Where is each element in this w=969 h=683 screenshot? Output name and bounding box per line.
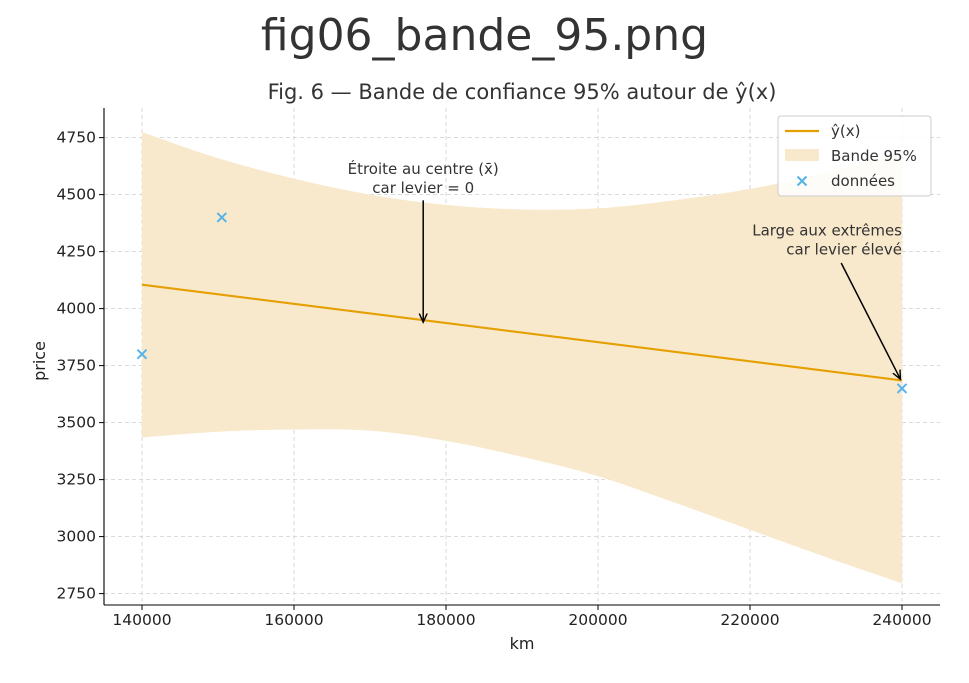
y-tick-label: 4500 [57, 186, 96, 204]
data-point [216, 212, 228, 223]
x-tick-label: 200000 [568, 611, 627, 629]
page-title: fig06_bande_95.png [260, 10, 709, 61]
legend-band-swatch [785, 149, 819, 161]
data-point-stroke [136, 349, 148, 360]
axes: 140000 160000 180000 200000 220000 240000 2750… [57, 108, 940, 629]
x-axis-label: km [510, 634, 535, 653]
legend-label: données [831, 172, 895, 190]
data-point [896, 383, 908, 394]
annotations: Étroite au centre (x̄)car levier = 0 Larg… [348, 159, 902, 379]
annotation-text: car levier élevé [786, 241, 902, 259]
x-tick-label: 220000 [720, 611, 779, 629]
regression-line [141, 283, 903, 382]
y-tick-label: 3000 [57, 528, 96, 546]
x-tick-label: 160000 [264, 611, 323, 629]
legend-label: ŷ(x) [831, 122, 860, 140]
legend-box [777, 115, 932, 197]
confidence-band [142, 131, 902, 584]
data-point [136, 349, 148, 360]
y-tick-label: 4000 [57, 300, 96, 318]
data-points-layer [136, 212, 908, 394]
y-tick-label: 3250 [57, 471, 96, 489]
y-tick-label: 4750 [57, 129, 96, 147]
x-tick-label: 240000 [872, 611, 931, 629]
confidence-band-layer [142, 131, 902, 584]
legend-marker-swatch [796, 175, 808, 187]
regression-line-layer [141, 283, 903, 382]
x-tick-label: 180000 [416, 611, 475, 629]
x-tick-label: 140000 [112, 611, 171, 629]
y-tick-label: 3500 [57, 414, 96, 432]
chart-title: Fig. 6 — Bande de confiance 95% autour d… [268, 80, 777, 104]
y-tick-label: 4250 [57, 243, 96, 261]
legend: ŷ(x) Bande 95% données [777, 115, 932, 197]
annotation-text: Large aux extrêmes [752, 222, 902, 240]
annotation-arrow [840, 262, 900, 379]
y-axis-label: price [30, 341, 49, 381]
y-tick-label: 3750 [57, 357, 96, 375]
annotation-text: Étroite au centre (x̄) [348, 159, 499, 178]
annotation-text: car levier = 0 [372, 179, 474, 197]
y-tick-label: 2750 [57, 585, 96, 603]
data-point-stroke [216, 212, 228, 223]
data-point-stroke [896, 383, 908, 394]
legend-label: Bande 95% [831, 147, 917, 165]
